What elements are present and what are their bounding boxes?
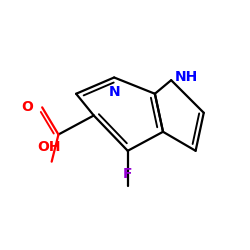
- Text: N: N: [108, 86, 120, 100]
- Text: OH: OH: [37, 140, 61, 154]
- Text: O: O: [21, 100, 33, 114]
- Text: F: F: [123, 167, 132, 181]
- Text: NH: NH: [174, 70, 198, 85]
